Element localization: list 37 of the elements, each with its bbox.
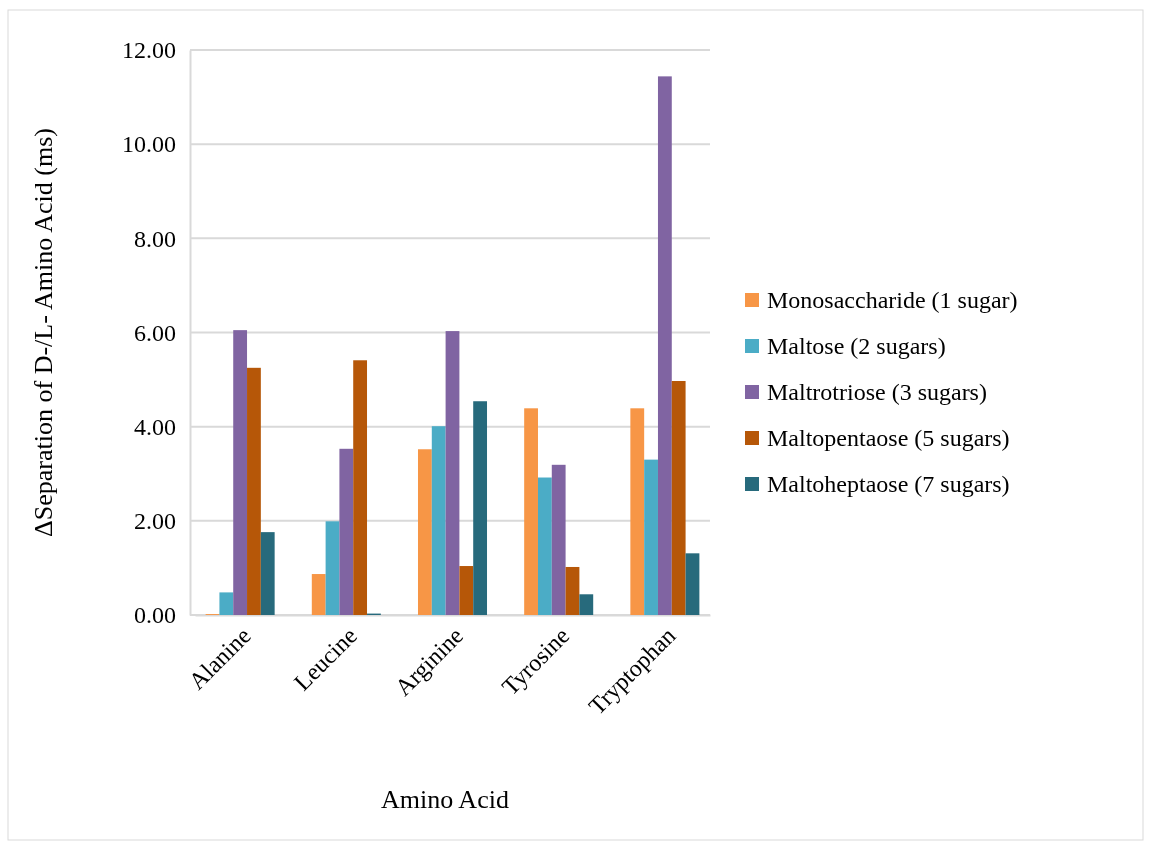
y-tick-label: 2.00	[134, 508, 176, 535]
bar	[339, 448, 354, 615]
y-tick-label: 4.00	[134, 413, 176, 440]
bar	[551, 464, 566, 615]
bar	[644, 459, 658, 615]
bar	[657, 76, 672, 615]
bar	[353, 360, 368, 615]
bar	[311, 574, 326, 615]
legend-label: Monosaccharide (1 sugar)	[767, 287, 1018, 314]
bar	[459, 566, 474, 615]
y-axis-title: ΔSeparation of D-/L- Amino Acid (ms)	[29, 128, 58, 537]
bar	[671, 381, 686, 615]
legend-label: Maltose (2 sugars)	[767, 333, 946, 360]
y-tick-label: 12.00	[122, 37, 176, 64]
bar	[473, 401, 488, 615]
bar	[247, 367, 261, 615]
bar	[579, 594, 594, 615]
y-tick-label: 6.00	[134, 319, 176, 346]
bar	[537, 477, 552, 615]
y-tick-label: 8.00	[134, 225, 176, 252]
x-axis-title: Amino Acid	[381, 785, 509, 814]
bar	[417, 449, 432, 615]
bar	[565, 566, 580, 615]
legend-label: Maltopentaose (5 sugars)	[767, 425, 1010, 452]
legend-label: Maltoheptaose (7 sugars)	[767, 471, 1010, 498]
bar	[431, 426, 446, 615]
bar	[260, 532, 275, 615]
bar	[325, 521, 340, 615]
bar	[445, 331, 460, 615]
y-tick-label: 10.00	[122, 131, 176, 158]
bar	[685, 553, 700, 615]
legend-label: Maltrotriose (3 sugars)	[767, 379, 987, 406]
bar	[524, 408, 538, 615]
y-tick-label: 0.00	[134, 602, 176, 629]
bar	[233, 330, 248, 615]
bar	[630, 408, 645, 615]
bar	[219, 592, 234, 615]
